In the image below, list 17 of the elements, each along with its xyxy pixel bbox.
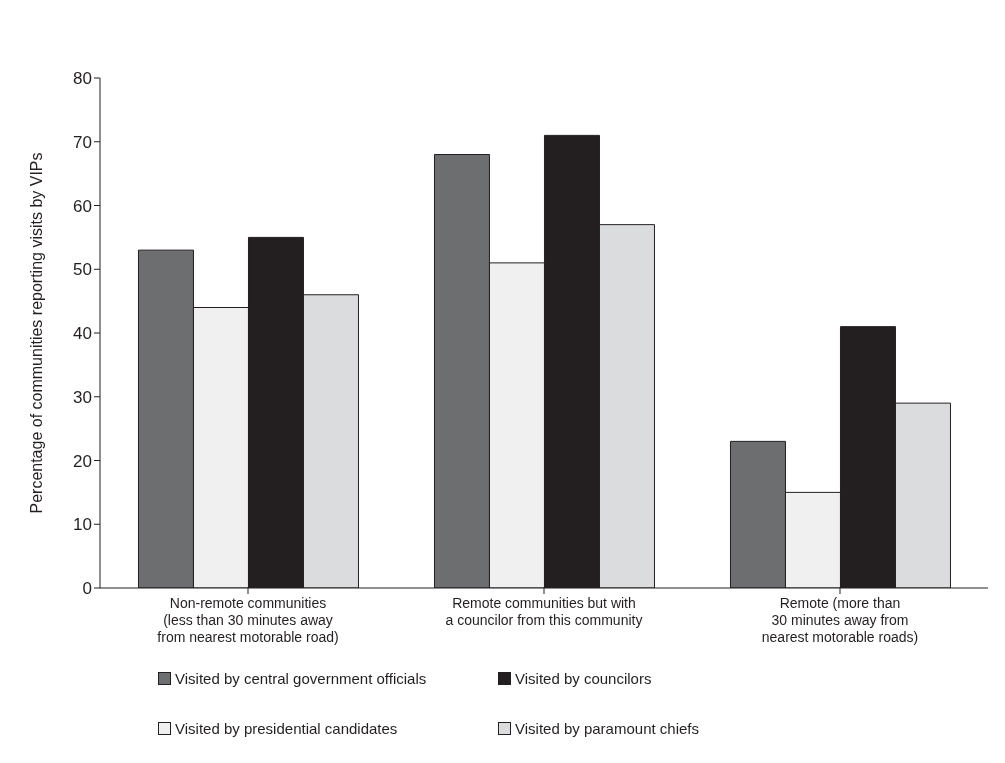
- legend-label: Visited by councilors: [515, 669, 652, 687]
- y-tick-label: 60: [73, 196, 92, 216]
- y-tick-label: 0: [82, 579, 92, 599]
- legend-label: Visited by central government officials: [175, 669, 427, 687]
- y-axis-title: Percentage of communities reporting visits by VIPs: [27, 152, 45, 514]
- legend-label: Visited by presidential candidates: [175, 719, 398, 737]
- legend-label: Visited by paramount chiefs: [515, 719, 699, 737]
- y-tick-label: 50: [73, 260, 92, 280]
- y-tick-label: 10: [73, 515, 92, 535]
- y-tick-label: 70: [73, 132, 92, 152]
- y-tick-label: 40: [73, 324, 92, 344]
- y-tick-label: 30: [73, 387, 92, 407]
- x-tick-label: Remote communities but with a councilor from this community: [445, 595, 643, 628]
- x-tick-label: Non-remote communities (less than 30 minutes away from nearest motorable road): [157, 595, 339, 645]
- x-tick-label: Remote (more than 30 minutes away from nearest motorable roads): [761, 595, 919, 645]
- y-tick-label: 20: [73, 451, 92, 471]
- y-tick-label: 80: [73, 69, 92, 89]
